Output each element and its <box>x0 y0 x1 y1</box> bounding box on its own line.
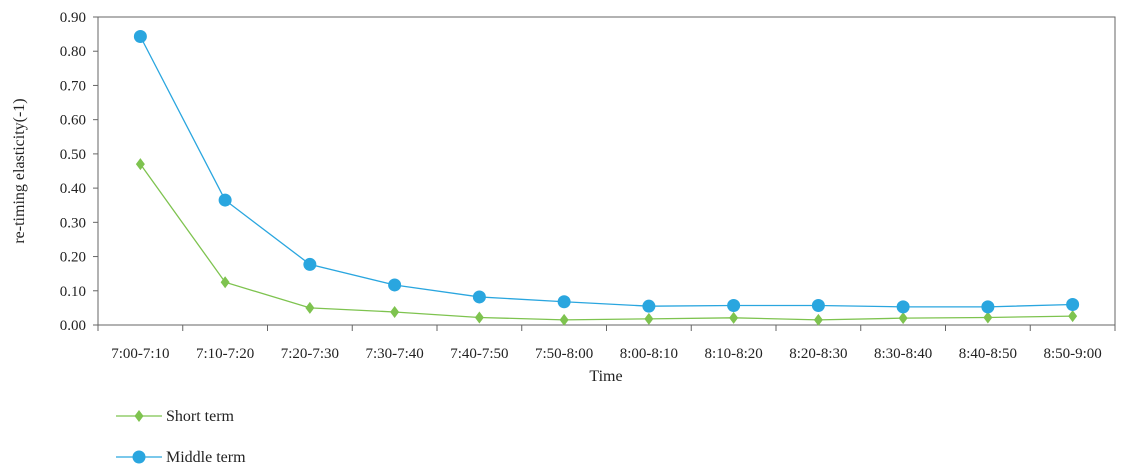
data-point <box>218 193 232 207</box>
legend-label: Short term <box>166 408 235 425</box>
data-point <box>898 312 908 325</box>
y-tick-label: 0.10 <box>60 284 86 300</box>
x-tick-label: 8:00-8:10 <box>620 346 678 362</box>
x-tick-label: 8:50-9:00 <box>1043 346 1101 362</box>
data-point <box>133 30 147 44</box>
data-point <box>727 298 741 312</box>
y-tick-label: 0.80 <box>60 44 86 60</box>
plot-area <box>97 16 1116 326</box>
y-axis-title: re-timing elasticity(-1) <box>11 98 28 243</box>
legend-marker <box>134 410 144 422</box>
y-axis-ticks: 0.00 0.10 0.20 0.30 0.40 0.50 0.60 0.70 0.80 0.90 <box>60 10 98 334</box>
y-tick-label: 0.20 <box>60 250 86 266</box>
data-point <box>390 305 400 318</box>
x-tick-label: 8:20-8:30 <box>789 346 847 362</box>
x-tick-label: 8:30-8:40 <box>874 346 932 362</box>
y-tick-label: 0.70 <box>60 78 86 94</box>
data-point <box>1068 310 1078 323</box>
x-tick-label: 7:20-7:30 <box>281 346 339 362</box>
x-axis-ticks: 7:00-7:10 7:10-7:20 7:20-7:30 7:30-7:40 7:40… <box>97 325 1116 362</box>
data-point <box>388 278 402 292</box>
legend-marker <box>132 450 146 464</box>
data-point <box>557 295 571 309</box>
y-tick-label: 0.40 <box>60 181 86 197</box>
y-tick-label: 0.90 <box>60 10 86 26</box>
x-tick-label: 8:10-8:20 <box>704 346 762 362</box>
series-middle-term <box>133 30 1080 314</box>
data-point <box>559 313 569 326</box>
data-point <box>220 276 230 289</box>
data-point <box>729 311 739 324</box>
data-point <box>303 257 317 271</box>
y-tick-label: 0.50 <box>60 147 86 163</box>
data-point <box>472 290 486 304</box>
legend-label: Middle term <box>166 449 246 466</box>
data-point <box>813 313 823 326</box>
series-layer <box>133 30 1080 326</box>
x-tick-label: 8:40-8:50 <box>959 346 1017 362</box>
y-tick-label: 0.60 <box>60 113 86 129</box>
series-line <box>139 163 1073 321</box>
data-point <box>135 158 145 171</box>
x-axis-title: Time <box>589 368 622 385</box>
data-point <box>474 311 484 324</box>
x-tick-label: 7:30-7:40 <box>365 346 423 362</box>
data-point <box>305 301 315 314</box>
data-point <box>896 300 910 314</box>
data-point <box>642 299 656 313</box>
data-point <box>644 312 654 325</box>
x-tick-label: 7:50-8:00 <box>535 346 593 362</box>
data-point <box>811 298 825 312</box>
series-short-term <box>135 158 1078 326</box>
x-tick-label: 7:10-7:20 <box>196 346 254 362</box>
legend: Short term Middle term <box>116 408 246 466</box>
series-line <box>139 36 1073 308</box>
data-point <box>1066 297 1080 311</box>
x-tick-label: 7:40-7:50 <box>450 346 508 362</box>
y-tick-label: 0.00 <box>60 318 86 334</box>
y-tick-label: 0.30 <box>60 215 86 231</box>
x-tick-label: 7:00-7:10 <box>111 346 169 362</box>
data-point <box>981 300 995 314</box>
data-point <box>983 311 993 324</box>
